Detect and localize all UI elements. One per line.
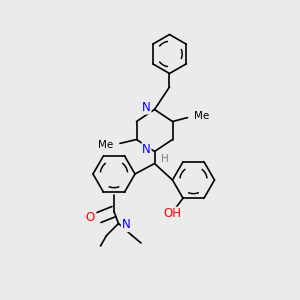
- Text: N: N: [142, 143, 151, 156]
- Text: O: O: [85, 211, 94, 224]
- Text: N: N: [122, 218, 130, 232]
- Text: H: H: [161, 154, 169, 164]
- Text: OH: OH: [164, 207, 181, 220]
- Text: Me: Me: [98, 140, 113, 150]
- Text: N: N: [142, 101, 151, 114]
- Text: Me: Me: [194, 111, 209, 121]
